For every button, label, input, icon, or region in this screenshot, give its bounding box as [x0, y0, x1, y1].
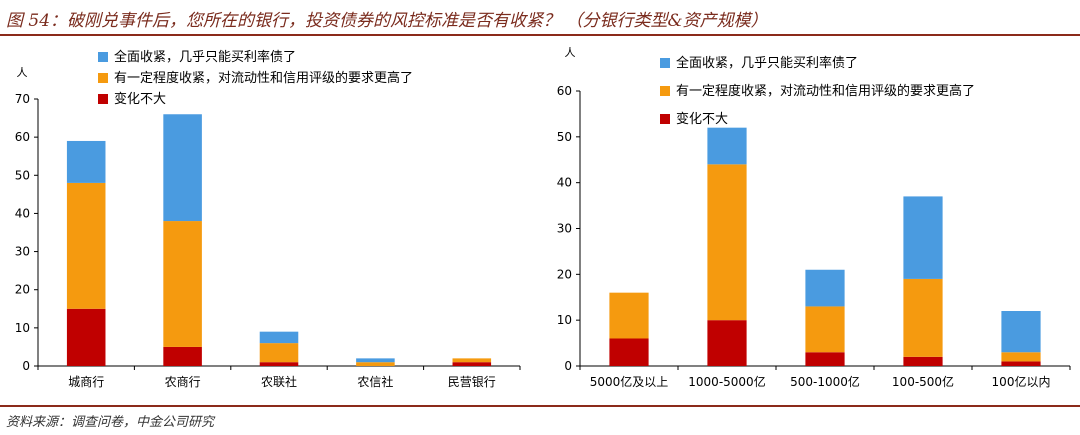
bar-segment-no_change — [66, 308, 106, 366]
x-tick-label: 100-500亿 — [892, 374, 954, 389]
bar-segment-full_tighten — [805, 269, 845, 307]
legend-label-some_tighten: 有一定程度收紧，对流动性和信用评级的要求更高了 — [114, 70, 413, 86]
y-tick-label: 0 — [564, 359, 572, 373]
y-tick-label: 60 — [15, 130, 30, 144]
y-tick-label: 40 — [15, 206, 30, 220]
y-tick-label: 0 — [22, 359, 30, 373]
figure-title: 图 54：破刚兑事件后，您所在的银行，投资债券的风控标准是否有收紧？ （分银行类… — [6, 11, 768, 31]
bar-segment-no_change — [259, 362, 299, 366]
y-tick-label: 40 — [557, 176, 572, 190]
bar-segment-some_tighten — [707, 164, 747, 321]
x-tick-label: 农联社 — [261, 374, 297, 389]
y-tick-label: 50 — [557, 130, 572, 144]
bar-segment-no_change — [1001, 361, 1041, 366]
bar-segment-full_tighten — [163, 114, 202, 222]
x-tick-label: 5000亿及以上 — [590, 374, 669, 389]
bar-segment-full_tighten — [66, 140, 106, 183]
y-tick-label: 70 — [15, 92, 30, 106]
legend-swatch-no_change — [660, 114, 670, 124]
y-tick-label: 10 — [15, 321, 30, 335]
title-rule — [0, 34, 1080, 36]
bar-segment-full_tighten — [1001, 311, 1041, 353]
bar-segment-some_tighten — [609, 292, 649, 339]
bar-segment-full_tighten — [903, 196, 943, 279]
bar-segment-some_tighten — [1001, 352, 1041, 362]
legend-label-no_change: 变化不大 — [114, 91, 166, 107]
legend-label-full_tighten: 全面收紧，几乎只能买利率债了 — [114, 49, 296, 65]
y-tick-label: 30 — [15, 245, 30, 259]
bar-segment-no_change — [163, 346, 202, 366]
bar-segment-full_tighten — [707, 127, 747, 165]
y-tick-label: 20 — [15, 283, 30, 297]
title-bar: 图 54：破刚兑事件后，您所在的银行，投资债券的风控标准是否有收紧？ （分银行类… — [0, 0, 1080, 36]
bar-segment-full_tighten — [356, 358, 395, 363]
x-tick-label: 100亿以内 — [992, 374, 1051, 389]
x-tick-label: 1000-5000亿 — [688, 374, 765, 389]
y-axis-unit-label: 人 — [17, 66, 28, 79]
bar-segment-no_change — [707, 320, 747, 366]
legend-label-some_tighten: 有一定程度收紧，对流动性和信用评级的要求更高了 — [676, 83, 975, 99]
y-tick-label: 10 — [557, 313, 572, 327]
x-tick-label: 民营银行 — [448, 375, 496, 389]
legend-swatch-no_change — [98, 94, 108, 104]
legend-label-full_tighten: 全面收紧，几乎只能买利率债了 — [676, 55, 858, 71]
footer-rule — [0, 405, 1080, 407]
legend-swatch-full_tighten — [98, 52, 108, 62]
bar-segment-some_tighten — [66, 182, 106, 309]
bar-segment-no_change — [452, 362, 492, 366]
y-tick-label: 30 — [557, 222, 572, 236]
legend-label-no_change: 变化不大 — [676, 111, 728, 127]
bar-segment-full_tighten — [259, 331, 299, 344]
legend-swatch-some_tighten — [98, 73, 108, 83]
bar-segment-some_tighten — [903, 278, 943, 357]
y-tick-label: 60 — [557, 84, 572, 98]
legend-swatch-some_tighten — [660, 86, 670, 96]
bar-segment-some_tighten — [356, 362, 395, 366]
bar-segment-some_tighten — [452, 358, 492, 363]
bar-segment-no_change — [609, 338, 649, 366]
y-tick-label: 50 — [15, 168, 30, 182]
bar-segment-some_tighten — [805, 306, 845, 353]
bar-segment-no_change — [805, 352, 845, 366]
x-tick-label: 农信社 — [357, 374, 393, 389]
legend-swatch-full_tighten — [660, 58, 670, 68]
x-tick-label: 城商行 — [68, 374, 104, 389]
x-tick-label: 农商行 — [165, 374, 201, 389]
chart-by-asset-size: 0 10 20 30 40 50 60 人 5000亿及以上 1000-5000亿 500-1000… — [557, 46, 1071, 389]
x-tick-label: 500-1000亿 — [790, 374, 860, 389]
bar-segment-some_tighten — [163, 221, 202, 347]
y-axis-unit-label: 人 — [565, 46, 576, 59]
source-note: 资料来源：调查问卷，中金公司研究 — [6, 415, 215, 430]
y-tick-label: 20 — [557, 267, 572, 281]
bar-segment-some_tighten — [259, 343, 299, 363]
bar-segment-no_change — [903, 356, 943, 366]
